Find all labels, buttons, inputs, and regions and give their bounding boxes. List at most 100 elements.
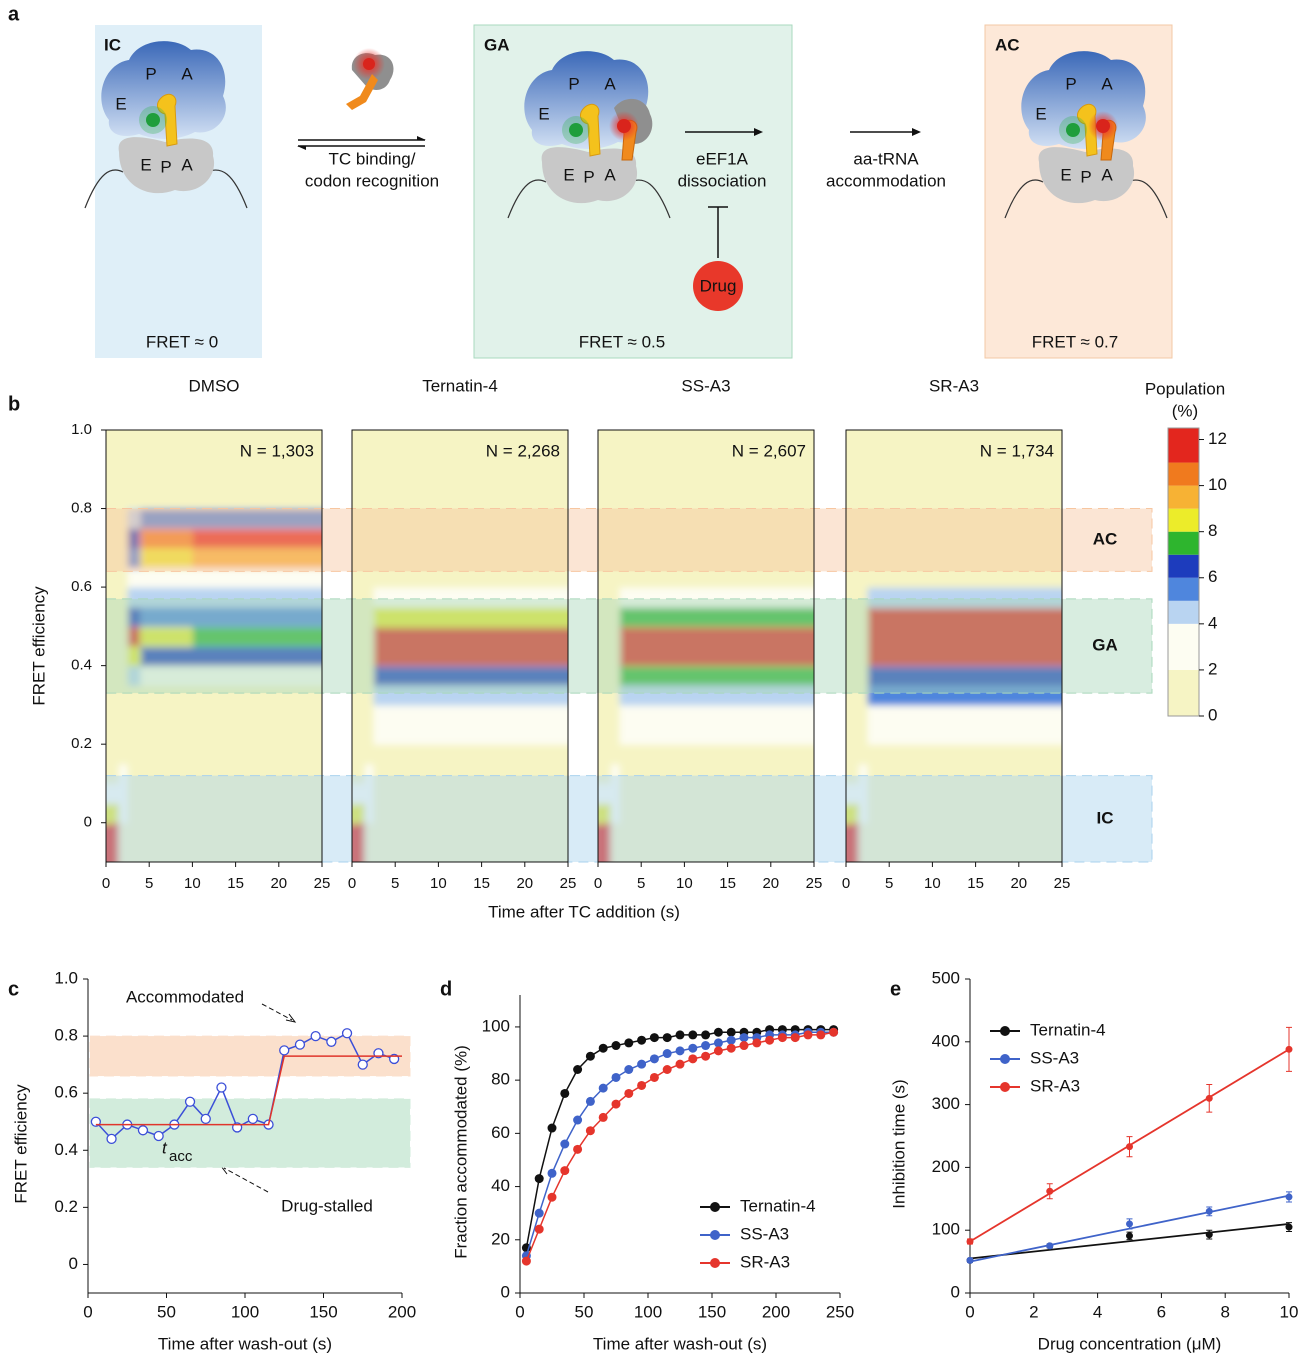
subplot-frame [351,429,569,863]
legend-label: SR-A3 [740,1252,790,1271]
point [1126,1220,1133,1228]
point [701,1051,711,1061]
heatmap-cell [386,685,439,706]
heatmap-cell [192,704,322,726]
heatmap-cell [932,665,1062,686]
heatmap-cell [632,508,685,529]
y-tick-label: 0.2 [54,1197,78,1216]
heatmap-cell [386,724,439,745]
point [688,1030,698,1040]
legend-label: Ternatin-4 [1030,1020,1106,1039]
x-tick-label: 150 [309,1302,337,1321]
small-subunit [1038,147,1135,204]
x-tick-label: 25 [806,875,823,892]
panel-label: b [8,393,20,415]
heatmap-cell [932,626,1062,647]
heatmap-cell [352,704,366,726]
x-tick-label: 25 [560,875,577,892]
heatmap-cell [610,665,621,686]
point [573,1065,583,1074]
site-label: E [1060,165,1071,184]
state-name: AC [995,35,1020,54]
step-label: codon recognition [305,171,439,190]
heatmap-cell [880,587,933,608]
heatmap-cell [140,665,193,686]
colorbar-segment [1168,485,1199,509]
heatmap [598,430,814,862]
heatmap-cells [106,430,322,862]
heatmap-cell [373,803,388,824]
heatmap-cell [858,488,869,510]
heatmap-cell [140,744,193,765]
x-tick-label: 25 [314,875,331,892]
heatmap-cell [373,488,388,510]
heatmap-cell [684,704,814,726]
point [662,1065,672,1074]
acceptor-dye [363,58,375,70]
heatmap-cell [364,783,375,804]
heatmap-cell [867,744,882,765]
heatmap-cell [127,508,142,529]
heatmap-cell [858,469,869,490]
heatmap-cell [858,685,869,706]
state-band [105,598,1153,694]
heatmap-cell [632,430,685,451]
heatmap-cell [619,803,634,824]
heatmap-cell [867,822,882,843]
heatmap-cell [684,626,814,647]
heatmap-cell [127,488,142,510]
y-axis-label: Fraction accommodated (%) [451,1045,470,1259]
heatmap-cell [858,567,869,588]
colorbar-segment [1168,623,1199,670]
heatmap-cell [867,783,882,804]
heatmap-cell [364,469,375,490]
x-tick-label: 4 [1093,1302,1102,1321]
heatmap-cell [632,744,685,765]
heatmap-cell [373,508,388,529]
heatmap-cell [598,567,612,588]
heatmap-cell [880,665,933,686]
heatmap-cell [373,449,388,470]
x-tick-label: 8 [1220,1302,1229,1321]
colorbar-frame [1167,427,1200,717]
colorbar-segment [1168,531,1199,555]
site-label: A [1101,165,1113,184]
heatmap-cell [684,724,814,745]
heatmap-cell [386,704,439,726]
ribosome: EP AE P A [507,51,671,219]
x-axis-label: Time after TC addition (s) [488,902,680,921]
heatmap-cell [118,783,129,804]
point [310,1030,321,1042]
heatmap-cell [867,508,882,529]
subplot-title: SR-A3 [929,376,979,395]
heatmap-cell [684,469,814,490]
point [726,1035,736,1045]
y-tick-label: 0.6 [54,1083,78,1102]
heatmap-cell [386,606,439,627]
heatmap-cell [846,508,860,529]
heatmap-cell [140,646,193,667]
heatmap-cell [684,803,814,824]
heatmap-cell [438,665,568,686]
heatmap-cell [352,685,366,706]
heatmap-cell [932,724,1062,745]
heatmap-cell [364,508,375,529]
heatmap-cell [352,744,366,765]
y-tick-label: 1.0 [54,968,78,987]
point [675,1030,685,1040]
point [573,1115,583,1125]
heatmap-cell [373,665,388,686]
heatmap-cell [106,763,120,785]
heatmap-cell [598,646,612,667]
heatmap-cell [684,606,814,627]
y-axis-label: FRET efficiency [11,1084,30,1204]
heatmap-cell [438,626,568,647]
n-label: N = 1,734 [980,441,1054,460]
site-label: E [140,155,151,174]
point [765,1035,775,1045]
donor-dye [569,123,583,137]
heatmap-cell [867,469,882,490]
point [713,1038,723,1048]
heatmap-cell [858,744,869,765]
heatmap-cell [140,449,193,470]
